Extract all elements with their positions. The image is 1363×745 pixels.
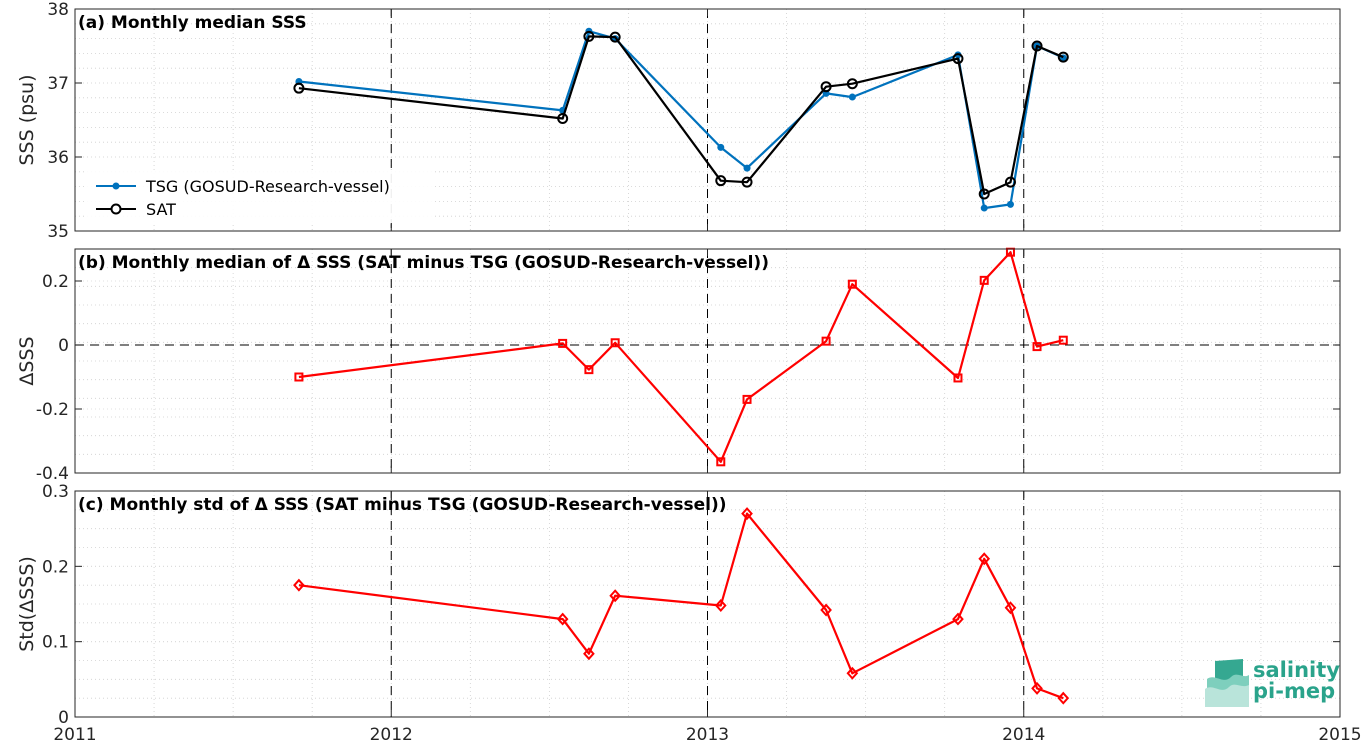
data-point <box>846 666 859 680</box>
legend-tsg-label: TSG (GOSUD-Research-vessel) <box>145 177 390 196</box>
data-point <box>717 143 725 151</box>
y-tick-label: 0.2 <box>42 557 69 577</box>
data-point <box>557 113 569 125</box>
data-point <box>953 373 963 383</box>
panel-title: (b) Monthly median of Δ SSS (SAT minus T… <box>78 253 769 273</box>
data-point <box>821 336 831 346</box>
y-tick-label: 36 <box>47 148 69 168</box>
y-axis-label: SSS (psu) <box>16 74 38 165</box>
panel-title: (c) Monthly std of Δ SSS (SAT minus TSG … <box>78 495 726 515</box>
data-point <box>979 275 989 285</box>
data-point <box>293 578 305 592</box>
data-point <box>743 164 751 172</box>
y-tick-label: 37 <box>47 74 69 94</box>
data-point <box>848 93 856 101</box>
data-point <box>820 603 832 617</box>
data-point <box>1004 601 1017 615</box>
data-point <box>741 176 753 188</box>
data-point <box>610 338 620 348</box>
x-tick-label: 2011 <box>53 725 96 745</box>
y-tick-label: 0.3 <box>42 482 69 502</box>
data-point <box>716 457 726 467</box>
logo-line1: salinity <box>1253 658 1340 682</box>
data-point <box>1031 681 1043 695</box>
legend-box <box>86 171 432 223</box>
data-point <box>583 30 595 42</box>
y-tick-label: 0 <box>58 336 69 356</box>
data-point <box>556 612 569 626</box>
series-line <box>298 35 1064 196</box>
data-point <box>1057 691 1070 705</box>
y-tick-label: 0.1 <box>42 633 69 653</box>
y-tick-label: 0.2 <box>42 272 69 292</box>
series-2-0 <box>293 507 1070 705</box>
series-line <box>298 251 1064 463</box>
data-point <box>294 372 304 382</box>
data-point <box>820 81 832 93</box>
logo-waves-icon <box>1205 659 1249 707</box>
data-point <box>1057 51 1069 63</box>
x-tick-label: 2015 <box>1318 725 1361 745</box>
data-point <box>1006 200 1014 208</box>
data-point <box>980 204 988 212</box>
x-axis-ticks: 2011 2012 2013 2014 2015 <box>53 725 1361 745</box>
data-point <box>1004 176 1016 188</box>
data-point <box>1031 40 1043 52</box>
data-point <box>609 31 621 43</box>
series-1-0 <box>294 247 1068 467</box>
y-tick-label: 38 <box>47 0 69 20</box>
data-point <box>609 589 622 603</box>
data-point <box>978 552 991 566</box>
legend-sat-marker <box>110 203 122 215</box>
legend-tsg-marker <box>112 182 120 190</box>
legend: TSG (GOSUD-Research-vessel) SAT <box>86 171 432 223</box>
y-tick-label: -0.2 <box>36 400 69 420</box>
series-line <box>298 512 1064 700</box>
data-point <box>952 612 964 626</box>
data-point <box>558 338 568 348</box>
x-tick-label: 2012 <box>370 725 413 745</box>
legend-sat-label: SAT <box>146 200 176 219</box>
plot-frame <box>74 248 1341 474</box>
data-point <box>715 175 727 187</box>
data-point <box>741 507 753 521</box>
data-point <box>1058 335 1068 345</box>
data-point <box>584 365 594 375</box>
y-tick-label: 35 <box>47 222 69 242</box>
panel-title: (a) Monthly median SSS <box>78 13 307 33</box>
y-axis-label: ΔSSS <box>16 336 38 385</box>
data-point <box>1032 342 1042 352</box>
plot-frame <box>74 8 1341 232</box>
salinity-pi-mep-logo: salinity pi-mep <box>1205 658 1340 707</box>
y-axis-label: Std(ΔSSS) <box>16 556 38 652</box>
panel-2: 0 0.1 0.2 0.3 (c) Monthly std of Δ SSS (SAT … <box>16 482 1341 728</box>
panel-1: -0.4 -0.2 0 0.2 (b) Monthly median of Δ SSS … <box>16 247 1341 484</box>
y-tick-label: 0 <box>58 708 69 728</box>
data-point <box>742 394 752 404</box>
plot-frame <box>74 490 1341 718</box>
x-tick-label: 2014 <box>1002 725 1045 745</box>
data-point <box>847 279 857 289</box>
data-point <box>583 647 595 661</box>
data-point <box>978 188 990 200</box>
y-tick-label: -0.4 <box>36 464 69 484</box>
data-point <box>293 82 305 94</box>
x-tick-label: 2013 <box>686 725 729 745</box>
series-0-1 <box>293 30 1069 200</box>
logo-line2: pi-mep <box>1253 679 1335 703</box>
data-point <box>952 53 964 65</box>
data-point <box>846 78 858 90</box>
data-point <box>714 599 727 613</box>
